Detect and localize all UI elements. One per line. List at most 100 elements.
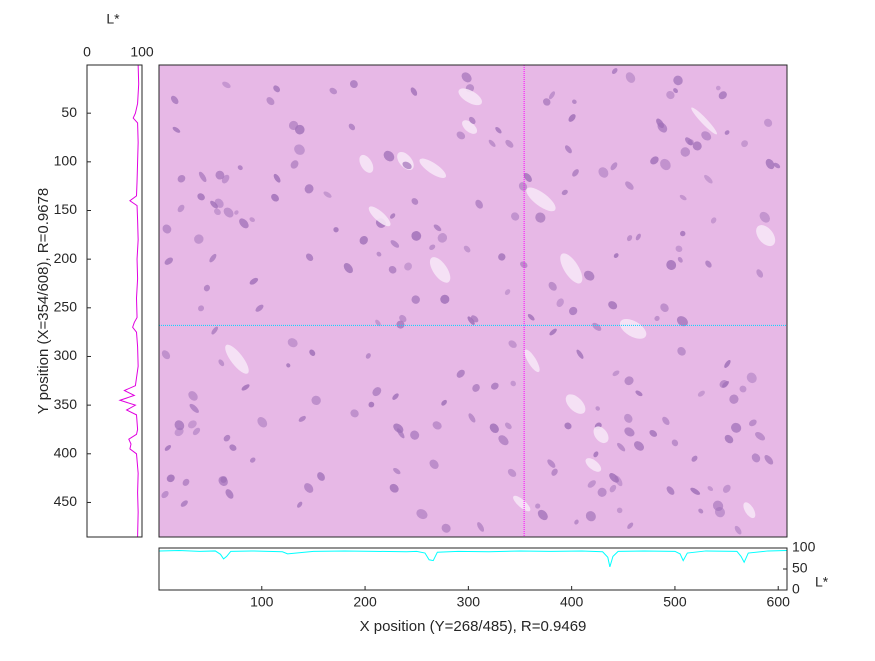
profile-line xyxy=(159,550,787,568)
vessel xyxy=(368,206,391,227)
plot-area xyxy=(87,65,142,537)
x-axis-label: X position (Y=268/485), R=0.9469 xyxy=(360,618,587,635)
cell xyxy=(343,263,353,274)
cell xyxy=(611,68,618,75)
vessel xyxy=(225,344,249,374)
x-tick-label: 400 xyxy=(560,594,584,610)
cell xyxy=(372,387,382,397)
cell xyxy=(390,240,400,248)
y-tick-label: 200 xyxy=(54,250,78,266)
cell xyxy=(410,87,418,96)
cell xyxy=(477,522,485,532)
cell xyxy=(773,162,781,169)
cell xyxy=(731,422,742,433)
cell xyxy=(188,391,198,401)
cell xyxy=(164,445,172,451)
cell xyxy=(389,483,399,493)
cell xyxy=(624,413,633,423)
top-panel-title: L* xyxy=(106,11,120,27)
cell xyxy=(722,484,731,493)
cell xyxy=(177,174,186,183)
cell xyxy=(162,224,172,234)
cell xyxy=(390,213,396,219)
cell xyxy=(614,475,623,487)
y-tick-label: 50 xyxy=(792,560,808,576)
cell xyxy=(572,169,579,177)
cell xyxy=(535,503,541,509)
cell xyxy=(161,490,169,499)
y-tick-label: 350 xyxy=(54,396,78,412)
cell xyxy=(543,98,551,106)
cell xyxy=(595,406,600,411)
cell xyxy=(569,306,578,316)
cell xyxy=(198,171,207,183)
cell xyxy=(537,509,548,521)
cell xyxy=(593,451,599,458)
cell xyxy=(690,487,701,495)
cell xyxy=(317,472,325,481)
cell xyxy=(549,328,557,336)
cell xyxy=(748,419,757,427)
cell xyxy=(429,459,439,469)
cell xyxy=(225,489,234,499)
cell xyxy=(172,126,181,133)
cell xyxy=(210,200,218,209)
cell xyxy=(498,253,506,261)
cell xyxy=(616,507,623,514)
cell xyxy=(249,217,255,223)
cell xyxy=(396,320,405,329)
cell xyxy=(180,500,188,507)
cell xyxy=(751,453,761,463)
cell xyxy=(625,181,634,190)
y-tick-label: 450 xyxy=(54,493,78,509)
cell xyxy=(348,123,356,131)
cell xyxy=(234,210,239,215)
cell xyxy=(255,304,264,312)
vessel xyxy=(429,257,451,283)
y-tick-label: 0 xyxy=(792,581,800,597)
cell xyxy=(616,442,626,452)
cell xyxy=(635,233,641,241)
cell xyxy=(756,269,764,278)
cell xyxy=(704,174,713,184)
image-background xyxy=(159,65,787,537)
cell xyxy=(551,468,558,476)
cell xyxy=(548,281,557,291)
cell xyxy=(177,204,185,213)
cell xyxy=(350,409,359,418)
cell xyxy=(368,401,375,408)
cell xyxy=(739,385,747,393)
cell xyxy=(679,194,687,201)
cell xyxy=(677,257,683,263)
cell xyxy=(311,395,321,405)
cell xyxy=(273,85,281,93)
cell xyxy=(520,261,528,269)
cell xyxy=(237,165,243,171)
cell xyxy=(724,130,730,135)
cell xyxy=(170,95,179,105)
cell xyxy=(392,393,399,400)
cell xyxy=(383,150,395,162)
cell xyxy=(194,234,204,244)
cell xyxy=(411,295,420,304)
vessel xyxy=(526,187,556,212)
cell xyxy=(564,422,572,430)
cell xyxy=(441,523,451,533)
cell xyxy=(746,372,757,384)
vessel xyxy=(743,502,756,519)
cell xyxy=(585,511,596,522)
cell xyxy=(613,253,619,258)
cell xyxy=(437,233,448,243)
cell xyxy=(192,427,201,436)
y-tick-label: 250 xyxy=(54,299,78,315)
cell xyxy=(572,99,577,104)
cell xyxy=(166,474,175,483)
image-frame xyxy=(158,64,788,538)
cell xyxy=(298,415,306,422)
cell xyxy=(576,349,584,359)
cell xyxy=(759,211,770,223)
cell xyxy=(488,139,496,147)
cell xyxy=(290,160,299,169)
cell xyxy=(161,350,171,360)
cell xyxy=(612,370,620,377)
